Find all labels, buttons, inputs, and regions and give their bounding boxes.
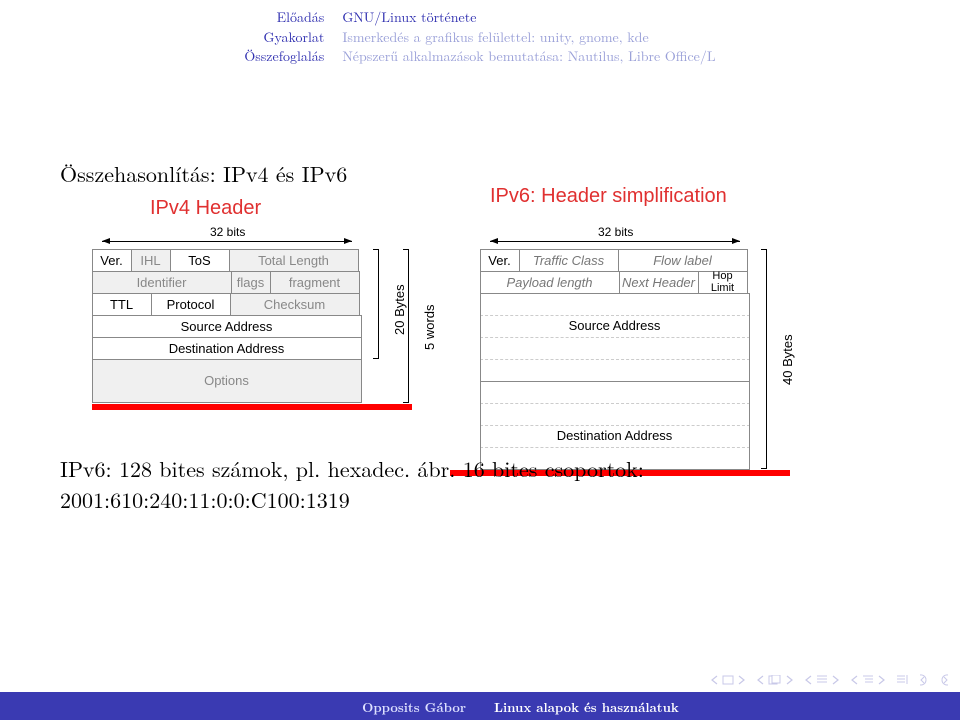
body-text: IPv6: 128 bites számok, pl. hexadec. ábr… [60, 454, 900, 516]
ipv6-field-traffic-class: Traffic Class [519, 249, 619, 272]
header-left-item: Előadás [244, 8, 324, 28]
nav-subsection-icon[interactable] [850, 674, 886, 686]
beamer-nav-icons [710, 674, 948, 686]
slide-footer: Opposits Gábor Linux alapok és használat… [0, 692, 960, 720]
ipv4-field-protocol: Protocol [151, 293, 231, 316]
ipv4-field-ttl: TTL [92, 293, 152, 316]
ipv6-side-label-bytes: 40 Bytes [780, 334, 795, 385]
ipv4-field-dst: Destination Address [92, 337, 362, 360]
ipv6-field-dst: Destination Address [480, 425, 750, 448]
nav-prev-frame-icon[interactable] [756, 675, 794, 685]
ipv4-side-bracket-1 [378, 249, 379, 359]
header-left-item: Összefoglalás [244, 47, 324, 67]
header-right-item: Ismerkedés a grafikus felülettel: unity,… [342, 28, 715, 48]
ipv4-field-identifier: Identifier [92, 271, 232, 294]
ipv4-bits-label: 32 bits [210, 225, 245, 239]
ipv6-field-src: Source Address [480, 315, 750, 338]
ipv4-field-options: Options [92, 359, 362, 403]
body-line-2: 2001:610:240:11:0:0:C100:1319 [60, 484, 350, 515]
ipv4-field-total-length: Total Length [229, 249, 359, 272]
ipv4-field-ihl: IHL [131, 249, 171, 272]
ipv4-field-src: Source Address [92, 315, 362, 338]
ipv4-side-bracket-2 [408, 249, 409, 403]
header-comparison-figure: IPv4 Header 32 bits Ver. IHL ToS Total L… [80, 185, 880, 440]
header-left-item: Gyakorlat [244, 28, 324, 48]
header-left-sections: Előadás Gyakorlat Összefoglalás [244, 8, 342, 67]
ipv6-bits-label: 32 bits [598, 225, 633, 239]
ipv6-field-next-header: Next Header [619, 271, 699, 294]
ipv6-title: IPv6: Header simplification [490, 185, 727, 208]
footer-author: Opposits Gábor [0, 697, 480, 716]
ipv4-field-ver: Ver. [92, 249, 132, 272]
nav-appendix-icon[interactable] [896, 674, 910, 686]
header-right-item: Népszerű alkalmazások bemutatása: Nautil… [342, 47, 715, 67]
ipv4-field-flags: flags [231, 271, 271, 294]
footer-title: Linux alapok és használatuk [480, 697, 960, 716]
ipv6-field-flow-label: Flow label [618, 249, 748, 272]
ipv4-header-table: Ver. IHL ToS Total Length Identifier fla… [92, 249, 362, 403]
nav-prev-slide-icon[interactable] [710, 675, 746, 685]
ipv4-field-checksum: Checksum [230, 293, 360, 316]
ipv4-field-tos: ToS [170, 249, 230, 272]
ipv4-red-underline [92, 404, 412, 410]
slide-header: Előadás Gyakorlat Összefoglalás GNU/Linu… [0, 8, 960, 67]
nav-section-icon[interactable] [804, 674, 840, 686]
ipv6-field-hop-limit: Hop Limit [698, 271, 748, 294]
header-right-item: GNU/Linux története [342, 8, 715, 28]
ipv6-field-ver: Ver. [480, 249, 520, 272]
ipv4-title: IPv4 Header [150, 197, 261, 220]
body-line-1: IPv6: 128 bites számok, pl. hexadec. ábr… [60, 453, 644, 484]
ipv6-field-payload-length: Payload length [480, 271, 620, 294]
ipv6-side-bracket [766, 249, 767, 469]
nav-back-forward-icon[interactable] [920, 674, 948, 686]
ipv4-side-label-bytes: 20 Bytes [392, 284, 407, 335]
ipv6-header-table: Ver. Traffic Class Flow label Payload le… [480, 249, 750, 469]
ipv4-bits-arrow [102, 241, 352, 242]
ipv6-bits-arrow [490, 241, 740, 242]
header-right-sections: GNU/Linux története Ismerkedés a grafiku… [342, 8, 715, 67]
ipv4-field-fragment: fragment [270, 271, 360, 294]
ipv4-side-label-words: 5 words [422, 304, 437, 350]
